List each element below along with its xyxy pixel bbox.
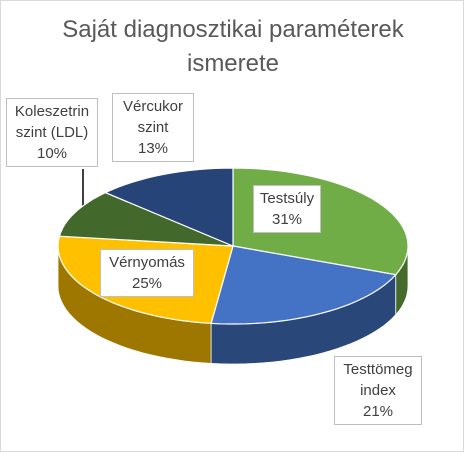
chart-title: Saját diagnosztikai paraméterek ismerete <box>62 16 404 77</box>
value-label: 21% <box>362 403 394 420</box>
data-label: Testtömeg index 21% <box>334 356 422 425</box>
category-label: Testtömeg index <box>343 361 413 399</box>
category-label: Testsúly <box>259 190 315 207</box>
category-label: Vércukor szint <box>122 98 184 136</box>
data-label: Testsúly 31% <box>253 185 321 233</box>
value-label: 13% <box>137 140 169 157</box>
slice <box>210 245 397 325</box>
slice <box>103 167 234 247</box>
data-label: Vércukor szint 13% <box>112 93 194 162</box>
value-label: 31% <box>271 211 303 228</box>
data-label: Koleszetrin szint (LDL) 10% <box>6 98 98 167</box>
value-label: 25% <box>131 275 163 292</box>
slice <box>58 191 234 247</box>
value-label: 10% <box>36 145 68 162</box>
category-label: Koleszetrin szint (LDL) <box>14 103 90 141</box>
category-label: Vérnyomás <box>109 254 185 271</box>
data-label: Vérnyomás 25% <box>100 249 194 297</box>
